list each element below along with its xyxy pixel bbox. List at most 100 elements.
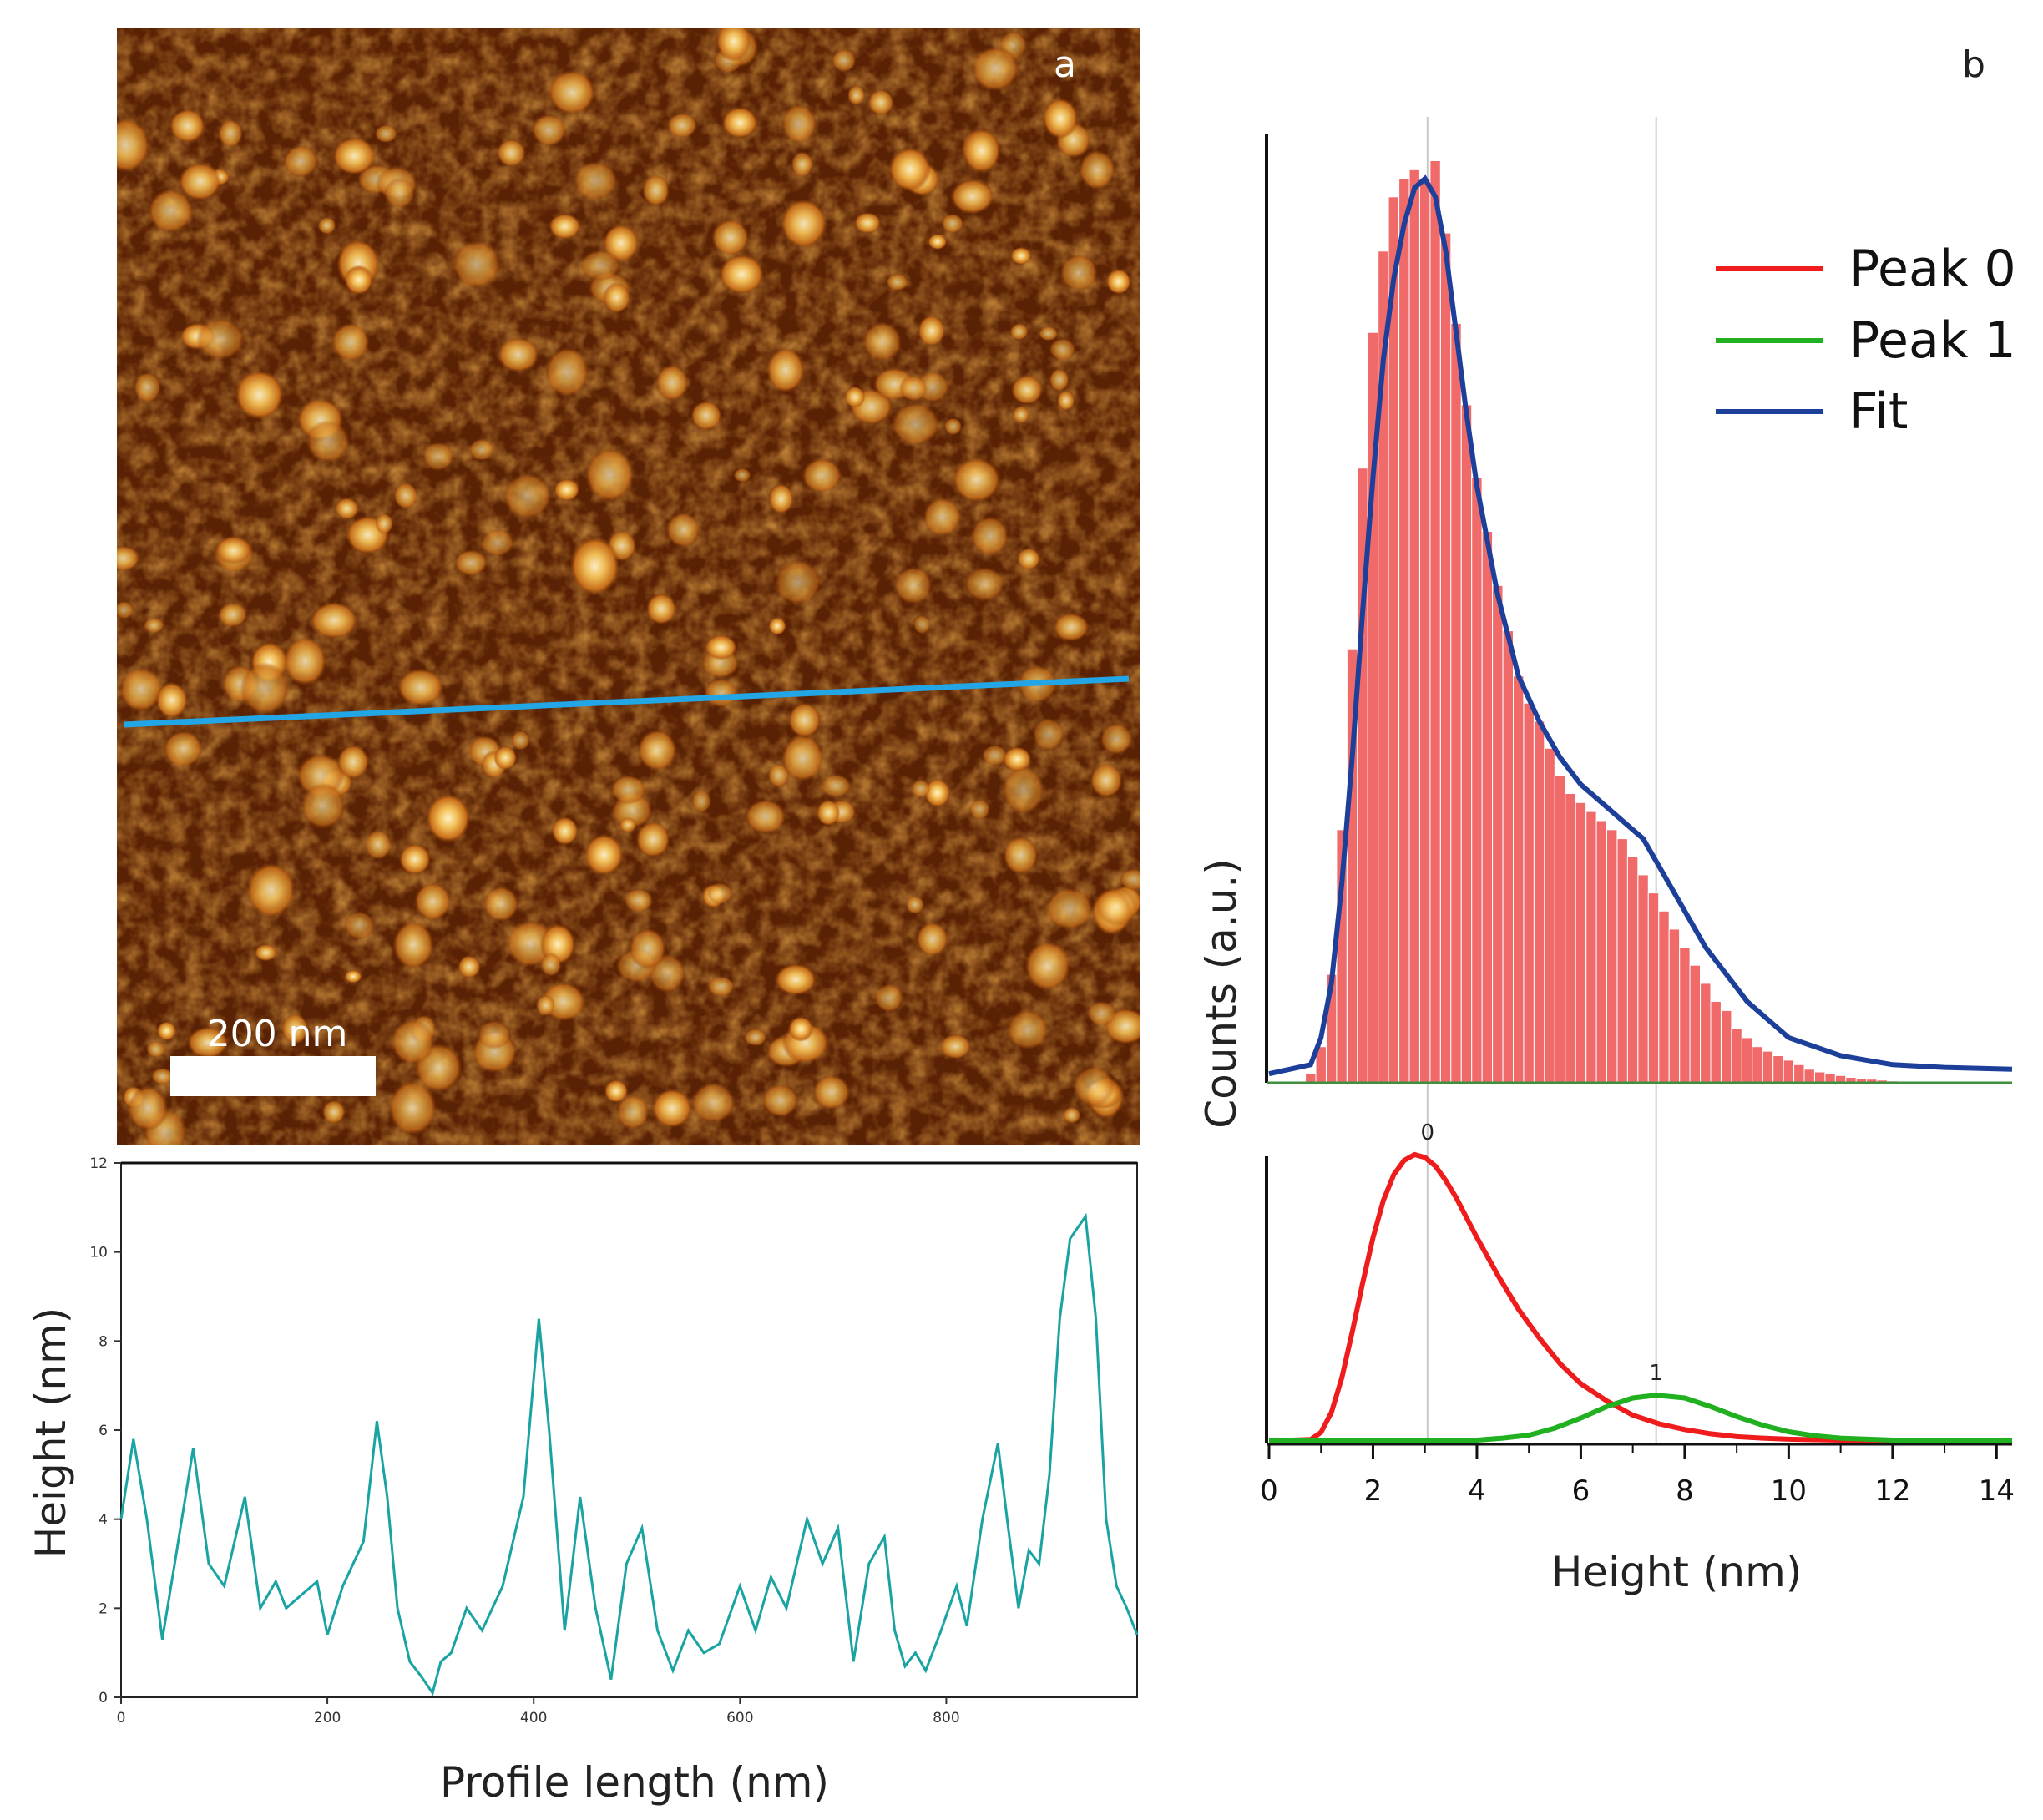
histogram-bar (1679, 947, 1691, 1084)
histogram-bar (1658, 910, 1670, 1084)
afm-grain (331, 322, 370, 361)
afm-grain (646, 593, 677, 625)
panel-a-label: a (1054, 43, 1076, 86)
afm-grain (143, 617, 164, 634)
afm-grain (637, 729, 677, 771)
afm-grain (964, 567, 1005, 601)
profile-x-tick-label: 800 (933, 1710, 959, 1726)
afm-grain (391, 1019, 435, 1065)
afm-grain (1049, 368, 1070, 392)
scale-bar-label: 200 nm (207, 1013, 348, 1055)
afm-grain (1042, 98, 1079, 139)
profile-y-tick-label: 4 (99, 1512, 108, 1529)
afm-grain (344, 911, 375, 940)
afm-grain (610, 775, 646, 805)
afm-grain (886, 273, 908, 291)
afm-grain (384, 177, 416, 208)
afm-grain (928, 233, 948, 250)
profile-x-tick-label: 600 (726, 1710, 753, 1726)
afm-grain (458, 955, 481, 978)
afm-grain (1049, 338, 1076, 361)
histogram-bar (1772, 1055, 1784, 1084)
afm-grain (551, 816, 579, 846)
afm-grain (971, 46, 1019, 92)
histogram-bar (1793, 1064, 1805, 1084)
height-x-tick-label: 0 (1260, 1474, 1278, 1508)
afm-grain (169, 109, 205, 143)
afm-grain (704, 678, 738, 708)
afm-grain (215, 536, 252, 564)
afm-grain (375, 513, 393, 534)
afm-grain (775, 963, 817, 996)
afm-grain (616, 1095, 650, 1130)
afm-grain (642, 174, 670, 206)
afm-grain (573, 161, 619, 200)
panel-b-label: b (1962, 43, 1985, 86)
afm-grain (651, 1088, 692, 1129)
profile-y-tick-label: 10 (89, 1245, 108, 1261)
afm-grain (604, 1079, 628, 1103)
afm-grain (364, 829, 392, 860)
afm-grain (579, 250, 621, 281)
afm-grain (569, 536, 620, 596)
afm-grain (146, 1040, 166, 1058)
histogram-bar (1721, 1009, 1732, 1084)
histogram-bar (1523, 702, 1535, 1084)
afm-grain (629, 928, 666, 969)
afm-grain (1010, 375, 1044, 405)
afm-grain (1087, 1000, 1116, 1026)
afm-grain (862, 321, 902, 361)
histogram-bar (1471, 477, 1483, 1084)
afm-grain (963, 128, 1001, 174)
peak-label: 0 (1421, 1120, 1435, 1145)
histogram-bar (1752, 1046, 1763, 1084)
peaks-chart: 0 1 0 2 4 6 8 10 12 14 Height (nm) (1260, 1120, 2015, 1596)
afm-grain (1073, 1065, 1115, 1108)
profile-x-axis-label: Profile length (nm) (440, 1758, 829, 1807)
afm-grain (832, 48, 857, 73)
afm-grain (426, 793, 471, 843)
afm-grain (719, 254, 765, 295)
afm-grain (310, 602, 358, 640)
afm-grain (655, 364, 689, 401)
histogram-bar (1533, 720, 1545, 1084)
profile-y-tick-label: 0 (99, 1690, 108, 1706)
afm-grain (117, 600, 134, 619)
afm-grain (148, 189, 194, 233)
histogram-bar (1647, 892, 1660, 1084)
afm-grain (1090, 763, 1123, 798)
histogram-bar (1731, 1028, 1742, 1084)
afm-grain (493, 746, 518, 771)
afm-grain (867, 89, 894, 116)
afm-grain (1059, 254, 1098, 291)
afm-grain (939, 1034, 972, 1059)
height-x-tick-label: 6 (1572, 1474, 1590, 1508)
afm-grain (854, 212, 882, 234)
afm-grain (916, 922, 948, 957)
scan-line (123, 675, 1130, 728)
afm-grain (603, 224, 640, 262)
afm-grain (317, 216, 336, 235)
afm-grain (388, 1079, 437, 1136)
afm-grain (970, 516, 1009, 556)
histogram-bar (1492, 584, 1504, 1084)
afm-grain (924, 778, 951, 808)
afm-grain (336, 745, 369, 780)
afm-grain (691, 1082, 736, 1124)
histogram-bar (1460, 404, 1473, 1084)
afm-grain (178, 162, 222, 201)
afm-grain (1002, 766, 1044, 815)
histogram-bar (1398, 178, 1410, 1084)
afm-grain (151, 1068, 174, 1085)
afm-grain (918, 315, 946, 346)
afm-grain (812, 1074, 851, 1110)
profile-y-axis-label: Height (nm) (27, 1307, 75, 1559)
afm-grain (117, 545, 140, 571)
histogram-y-axis-label: Counts (a.u.) (1197, 858, 1246, 1129)
afm-grain (477, 1020, 511, 1049)
histogram-bar (1305, 1073, 1317, 1084)
histogram-bar (1710, 1001, 1722, 1084)
afm-grain (1017, 548, 1040, 570)
afm-grain (322, 1100, 346, 1125)
afm-grain (422, 442, 454, 472)
